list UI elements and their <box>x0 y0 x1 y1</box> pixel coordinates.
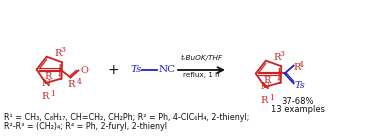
Text: 1: 1 <box>269 94 274 102</box>
Text: 2: 2 <box>57 74 62 82</box>
Text: t-BuOK/THF: t-BuOK/THF <box>180 55 223 61</box>
Text: R: R <box>41 92 48 101</box>
Text: 3: 3 <box>279 50 284 58</box>
Text: N: N <box>260 83 270 91</box>
Text: R: R <box>263 76 271 85</box>
Text: reflux, 1 h: reflux, 1 h <box>183 72 220 78</box>
Text: NC: NC <box>158 66 175 75</box>
Text: R: R <box>294 63 301 72</box>
Text: R¹ = CH₃, C₈H₁₇, CH=CH₂, CH₂Ph; R² = Ph, 4-ClC₆H₄, 2-thienyl;: R¹ = CH₃, C₈H₁₇, CH=CH₂, CH₂Ph; R² = Ph,… <box>4 113 249 122</box>
Text: R: R <box>44 72 51 81</box>
Text: 4: 4 <box>76 78 81 86</box>
Text: R: R <box>260 96 268 105</box>
Text: Ts: Ts <box>294 81 305 90</box>
Text: R: R <box>68 80 75 89</box>
Text: 13 examples: 13 examples <box>271 105 325 114</box>
Text: R: R <box>273 53 281 62</box>
Text: 1: 1 <box>50 90 54 98</box>
Text: R: R <box>54 49 62 58</box>
Text: 37-68%: 37-68% <box>281 97 314 106</box>
Text: 4: 4 <box>299 61 304 69</box>
Text: +: + <box>107 63 119 77</box>
Text: 2: 2 <box>277 78 282 86</box>
Text: Ts: Ts <box>130 66 142 75</box>
Text: N: N <box>41 79 50 87</box>
Text: O: O <box>81 66 88 75</box>
Text: 3: 3 <box>60 46 65 54</box>
Text: R²-R³ = (CH₂)₄; R⁴ = Ph, 2-furyl, 2-thienyl: R²-R³ = (CH₂)₄; R⁴ = Ph, 2-furyl, 2-thie… <box>4 122 167 131</box>
